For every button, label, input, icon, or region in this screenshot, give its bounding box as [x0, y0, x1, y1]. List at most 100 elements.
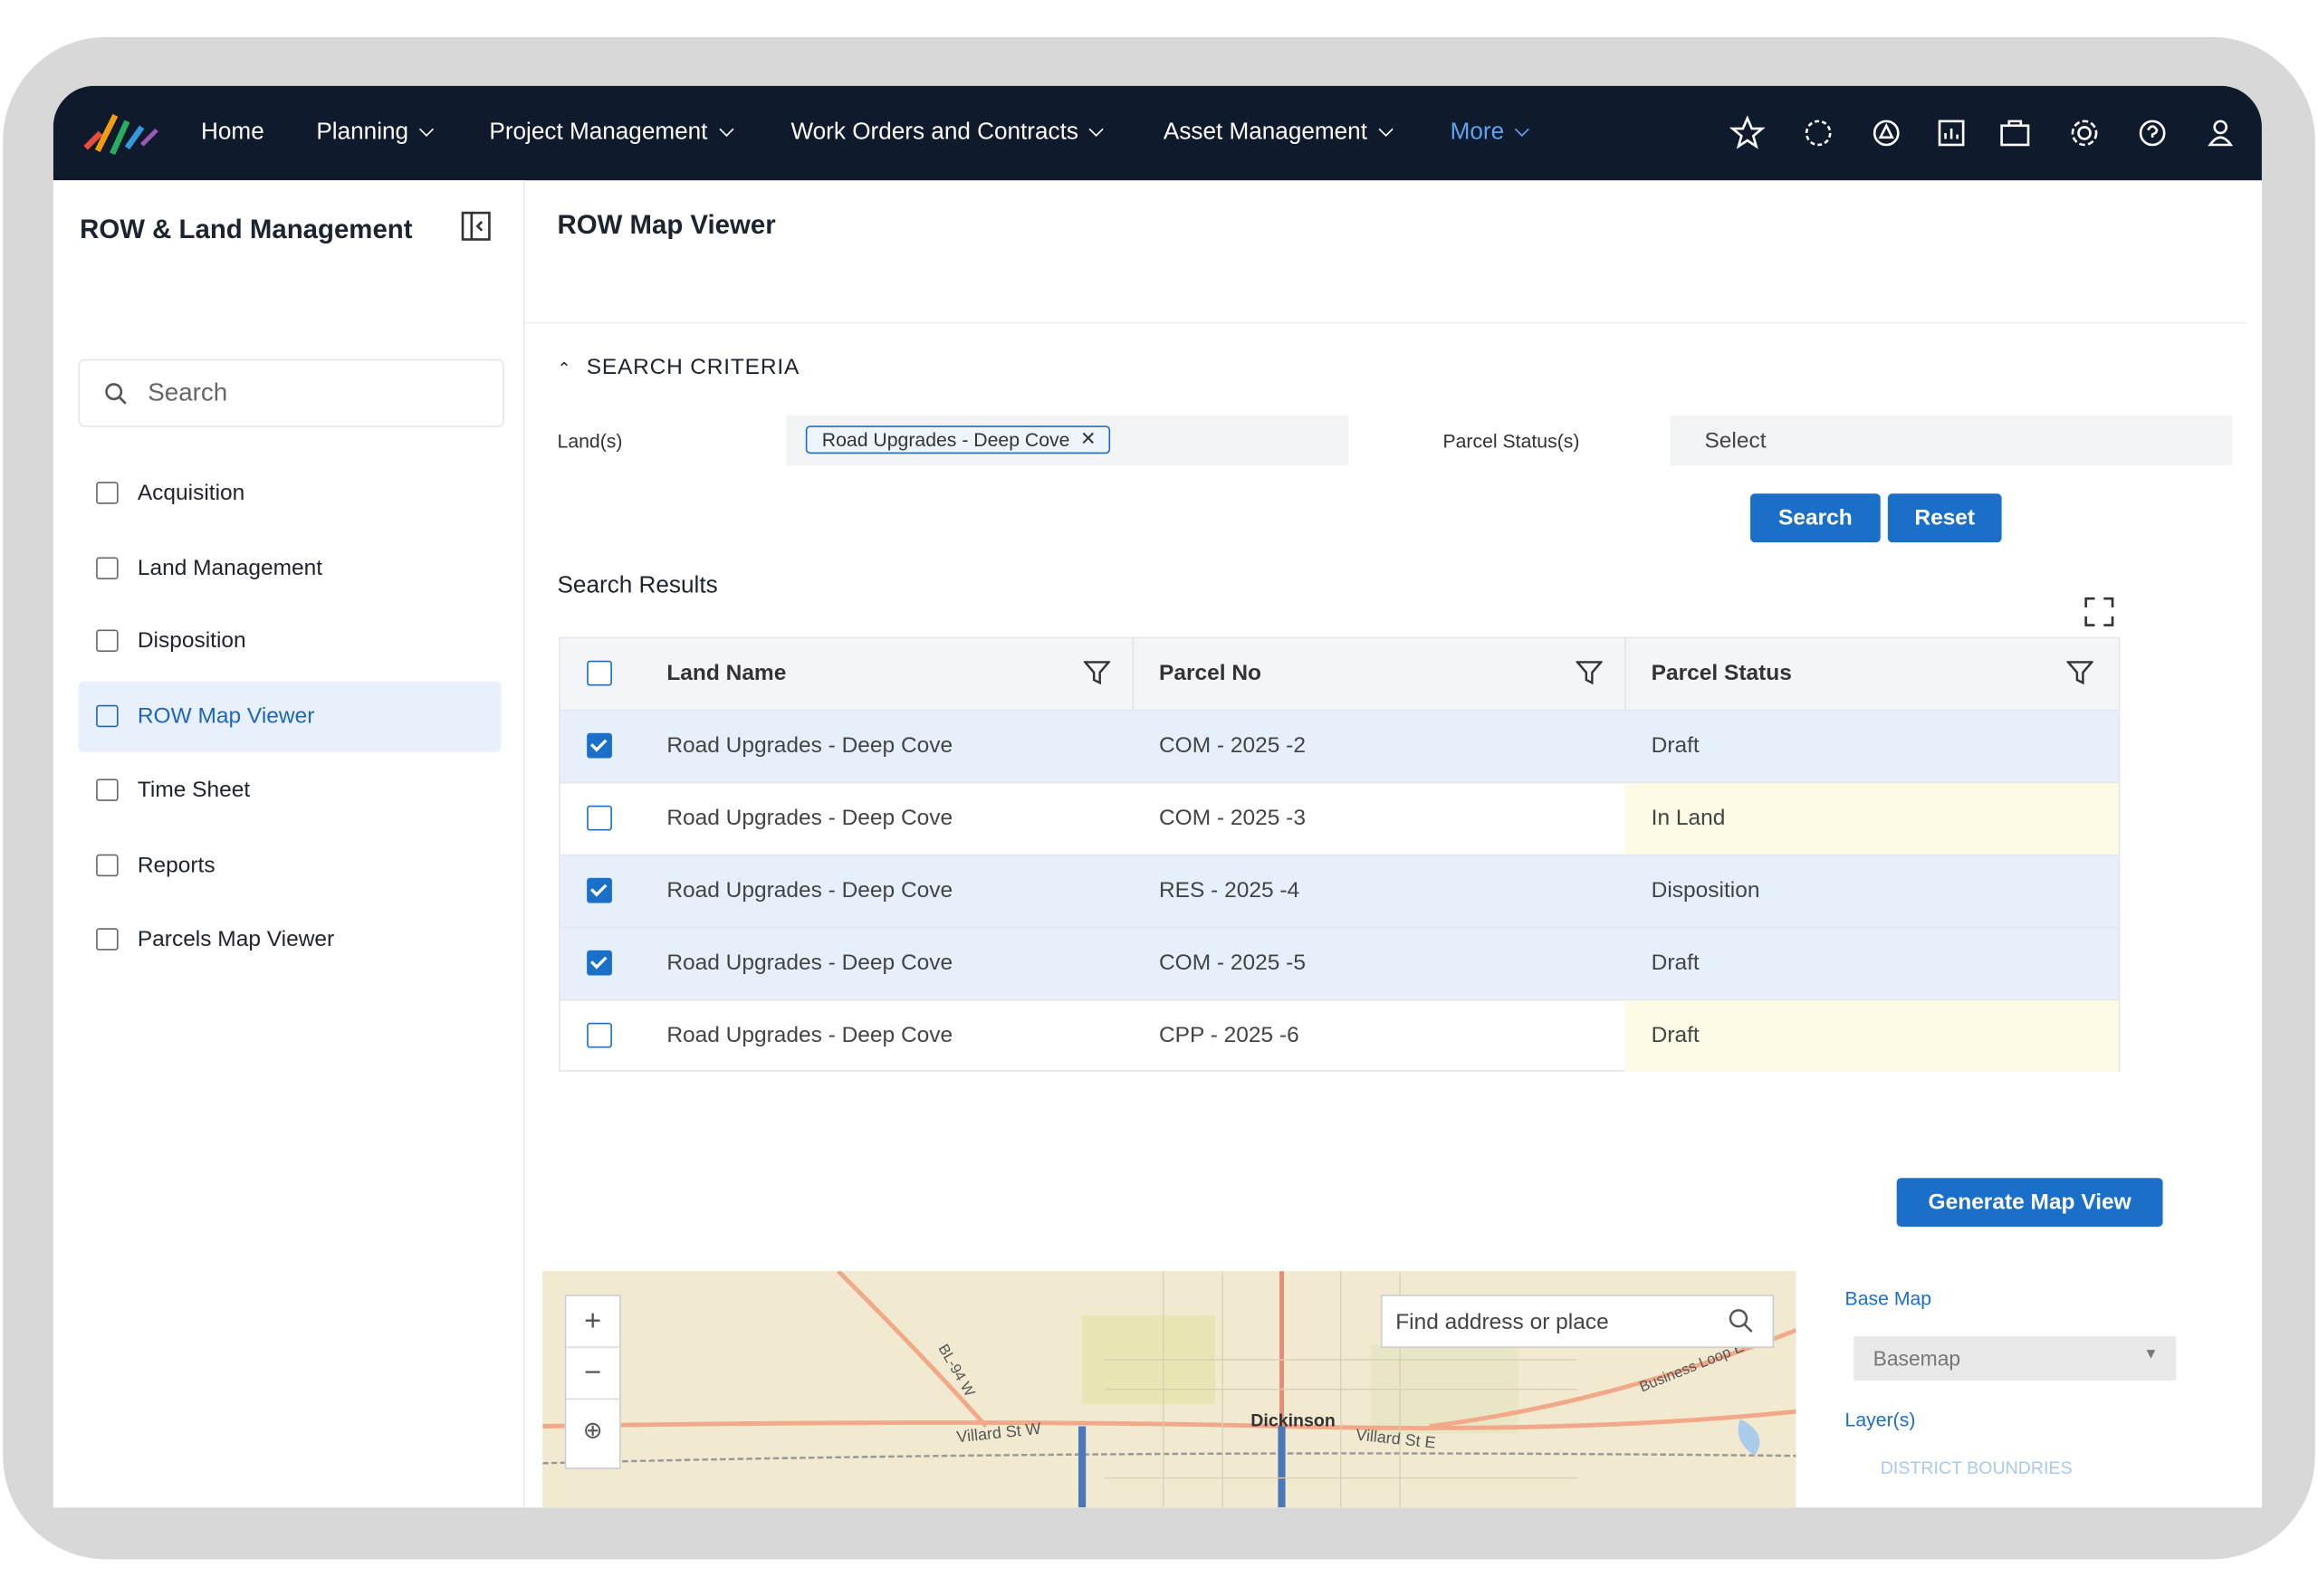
sidebar-label: Disposition — [137, 627, 246, 654]
map-controls: + − ⊕ — [564, 1295, 621, 1469]
zoom-out[interactable]: − — [566, 1346, 620, 1398]
cell: COM - 2025 -3 — [1158, 805, 1306, 831]
status-select[interactable]: Select — [1670, 415, 2233, 466]
nav-item[interactable]: More — [1450, 119, 1530, 146]
nav-label: More — [1450, 119, 1505, 145]
sidebar-label: Acquisition — [137, 480, 245, 506]
map-drawing — [542, 1271, 1796, 1508]
nav-item[interactable]: Work Orders and Contracts — [790, 119, 1105, 146]
map-search[interactable]: Find address or place — [1380, 1295, 1775, 1348]
row-checkbox[interactable] — [587, 732, 612, 759]
select-value: Basemap — [1873, 1346, 1961, 1371]
row-checkbox[interactable] — [587, 877, 612, 903]
section-title: SEARCH CRITERIA — [586, 354, 800, 380]
nav-label: Work Orders and Contracts — [790, 119, 1078, 145]
nav-label: Asset Management — [1163, 119, 1367, 145]
row-checkbox[interactable] — [587, 950, 612, 976]
base-map-label: Base Map — [1844, 1287, 1932, 1310]
sidebar-item[interactable]: Reports — [79, 831, 502, 902]
filter-icon[interactable] — [2066, 659, 2093, 685]
row-checkbox[interactable] — [587, 1022, 612, 1048]
cell: Draft — [1651, 950, 1700, 976]
cell: Road Upgrades - Deep Cove — [666, 1022, 953, 1048]
map-label: Dickinson — [1250, 1410, 1336, 1431]
select-all-checkbox[interactable] — [587, 660, 612, 686]
column-header: Land Name — [666, 660, 787, 686]
generate-button[interactable]: Generate Map View — [1896, 1178, 2163, 1228]
nav-label: Project Management — [489, 119, 708, 145]
land-tag[interactable]: Road Upgrades - Deep Cove ✕ — [805, 425, 1110, 454]
cell: COM - 2025 -2 — [1158, 732, 1306, 759]
search-placeholder: Search — [148, 377, 228, 406]
nav-item[interactable]: Project Management — [489, 119, 733, 146]
cell: CPP - 2025 -6 — [1158, 1022, 1299, 1048]
cell: Disposition — [1651, 877, 1760, 903]
sidebar-item[interactable]: Acquisition — [79, 458, 502, 529]
nav-item[interactable]: Asset Management — [1163, 119, 1394, 146]
nav-item[interactable]: Planning — [316, 119, 435, 146]
locate[interactable]: ⊕ — [566, 1398, 620, 1464]
cell: RES - 2025 -4 — [1158, 877, 1300, 903]
sidebar-search[interactable]: Search — [78, 358, 504, 427]
map[interactable]: Dickinson Villard St W Villard St E BL-9… — [542, 1271, 1796, 1508]
sidebar-label: Land Management — [137, 555, 323, 581]
search-icon[interactable] — [1729, 1308, 1755, 1334]
layers-label: Layer(s) — [1844, 1408, 1916, 1431]
sidebar-label: Parcels Map Viewer — [137, 926, 335, 952]
cell: Road Upgrades - Deep Cove — [666, 950, 953, 976]
table-row[interactable]: Road Upgrades - Deep Cove COM - 2025 -5 Dr… — [560, 928, 2119, 1001]
cell: Road Upgrades - Deep Cove — [666, 805, 953, 831]
layer-item[interactable]: DISTRICT BOUNDRIES — [1880, 1457, 2073, 1478]
row-checkbox[interactable] — [587, 805, 612, 831]
header-row: Land Name Parcel No Parcel Status — [560, 638, 2119, 712]
expand-icon[interactable] — [2083, 596, 2115, 628]
nav-label: Planning — [316, 119, 409, 145]
divider — [524, 321, 2247, 324]
nav-item[interactable]: Home — [201, 119, 264, 145]
sidebar-item[interactable]: ROW Map Viewer — [78, 681, 502, 753]
table-row[interactable]: Road Upgrades - Deep Cove COM - 2025 -2 Dr… — [560, 711, 2119, 784]
nav-icons[interactable] — [1729, 115, 2246, 150]
sidebar-item[interactable]: Time Sheet — [79, 755, 502, 826]
sidebar-item[interactable]: Parcels Map Viewer — [79, 904, 502, 975]
table-row[interactable]: Road Upgrades - Deep Cove CPP - 2025 -6 Dr… — [560, 1000, 2119, 1072]
sidebar-label: ROW Map Viewer — [137, 703, 315, 729]
sidebar-item[interactable]: Land Management — [79, 533, 502, 604]
filter-icon[interactable] — [1083, 659, 1111, 685]
sidebar-title: ROW & Land Management — [80, 214, 413, 244]
map-search-placeholder: Find address or place — [1395, 1309, 1609, 1335]
field-label: Parcel Status(s) — [1442, 430, 1580, 453]
screen: Home Planning Project Management Work Or… — [53, 85, 2262, 1508]
logo — [83, 113, 158, 156]
zoom-in[interactable]: + — [584, 1305, 602, 1338]
search-icon — [105, 383, 127, 405]
cell: Road Upgrades - Deep Cove — [666, 877, 953, 903]
cell: Draft — [1651, 732, 1700, 759]
field-label: Land(s) — [557, 430, 623, 453]
select-placeholder: Select — [1704, 428, 1767, 454]
search-button[interactable]: Search — [1750, 493, 1881, 543]
sidebar-label: Reports — [137, 853, 216, 878]
column-header: Parcel No — [1158, 660, 1261, 686]
filter-icon[interactable] — [1576, 659, 1603, 685]
tag-label: Road Upgrades - Deep Cove — [821, 428, 1070, 451]
reset-button[interactable]: Reset — [1887, 493, 2002, 543]
section-header[interactable]: ⌃ SEARCH CRITERIA — [557, 354, 800, 380]
sidebar-item[interactable]: Disposition — [79, 606, 502, 676]
base-map-select[interactable]: Basemap ▼ — [1853, 1335, 2177, 1381]
collapse-icon[interactable] — [460, 210, 493, 243]
table-row[interactable]: Road Upgrades - Deep Cove COM - 2025 -3 In… — [560, 783, 2119, 856]
sidebar: ROW & Land Management Search Acquisition… — [53, 180, 525, 1508]
sidebar-label: Time Sheet — [137, 777, 251, 803]
land-select[interactable]: Road Upgrades - Deep Cove ✕ — [786, 415, 1348, 466]
results-table: Land Name Parcel No Parcel Status Road U… — [559, 636, 2121, 1072]
results-title: Search Results — [557, 573, 718, 599]
cell: Road Upgrades - Deep Cove — [666, 732, 953, 759]
table-row[interactable]: Road Upgrades - Deep Cove RES - 2025 -4 Di… — [560, 855, 2119, 929]
cell: Draft — [1624, 1000, 2119, 1072]
top-nav: Home Planning Project Management Work Or… — [53, 85, 2262, 181]
page-title: ROW Map Viewer — [557, 209, 776, 240]
cell: COM - 2025 -5 — [1158, 950, 1306, 976]
